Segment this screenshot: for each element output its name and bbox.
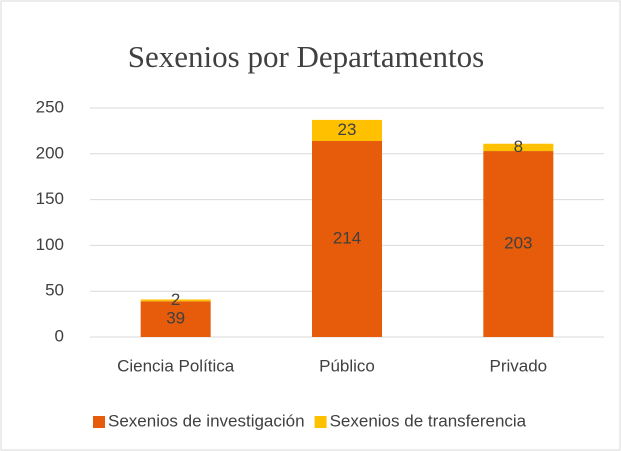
bar-segment (312, 140, 382, 337)
bar-segment (140, 299, 211, 302)
y-tick-label: 200 (36, 143, 64, 162)
data-label: 2 (171, 290, 180, 309)
y-tick-label: 250 (36, 97, 64, 116)
x-tick-label: Ciencia Política (117, 356, 235, 375)
data-label: 8 (514, 137, 523, 156)
legend-label: Sexenios de transferencia (330, 411, 527, 430)
y-tick-label: 0 (55, 326, 64, 345)
x-tick-label: Privado (490, 356, 548, 375)
data-label: 39 (166, 309, 185, 328)
bar-segment (312, 119, 382, 141)
bar-segment (483, 143, 554, 152)
bar-segment (140, 301, 211, 337)
x-tick-label: Público (319, 356, 375, 375)
data-label: 23 (338, 120, 357, 139)
bar-segment (483, 151, 554, 337)
legend-swatch (314, 416, 327, 428)
data-label: 203 (504, 234, 532, 253)
y-tick-label: 50 (45, 281, 64, 300)
y-tick-label: 100 (36, 235, 64, 254)
chart-title: Sexenios por Departamentos (128, 39, 484, 74)
legend-label: Sexenios de investigación (108, 411, 305, 430)
legend-swatch (93, 416, 105, 428)
data-label: 214 (333, 228, 361, 247)
y-tick-label: 150 (36, 189, 64, 208)
